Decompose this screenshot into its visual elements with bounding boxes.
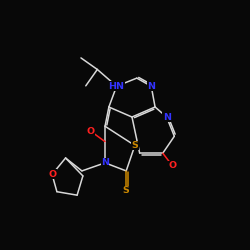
Text: O: O xyxy=(48,170,56,179)
Text: N: N xyxy=(147,82,155,91)
Text: S: S xyxy=(132,141,138,150)
Text: O: O xyxy=(86,126,95,136)
Text: S: S xyxy=(123,186,130,195)
Text: HN: HN xyxy=(108,82,124,91)
Text: N: N xyxy=(162,112,170,122)
Text: O: O xyxy=(168,161,176,170)
Text: N: N xyxy=(101,158,109,167)
